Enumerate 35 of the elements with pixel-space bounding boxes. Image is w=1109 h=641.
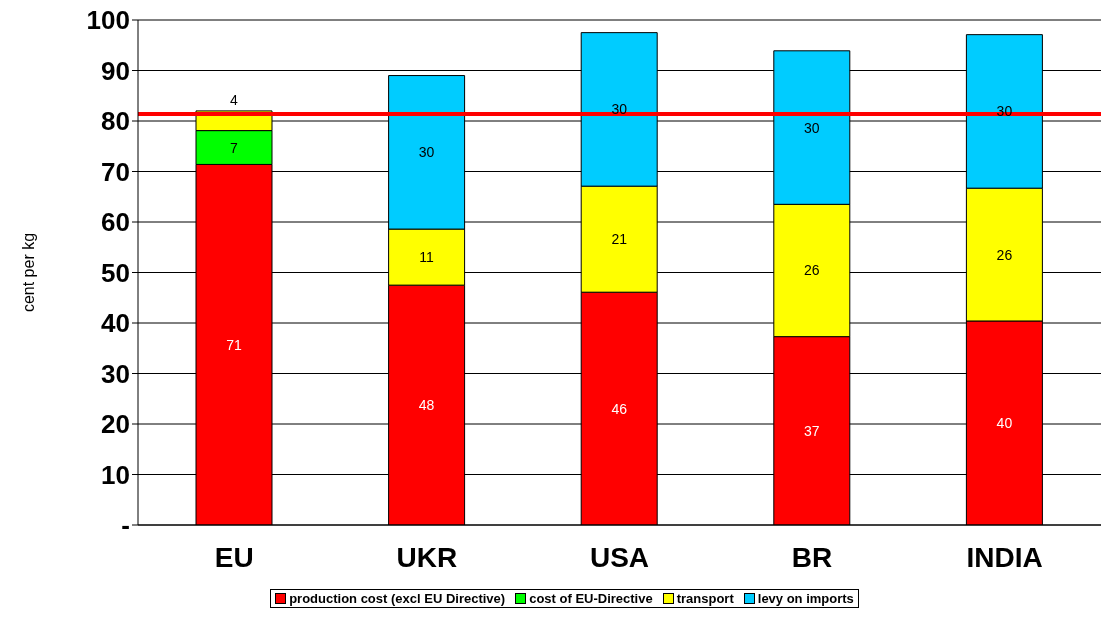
data-label: 40	[996, 414, 1013, 431]
y-tick-label: 100	[86, 5, 130, 36]
x-tick-label: UKR	[396, 541, 458, 573]
data-label: 4	[230, 91, 239, 108]
data-label: 30	[996, 103, 1013, 120]
y-tick-label: 30	[101, 358, 130, 389]
y-tick-label: 90	[101, 55, 130, 86]
y-tick-label: 20	[101, 409, 130, 440]
legend-label: cost of EU-Directive	[528, 591, 653, 606]
y-tick-label: 10	[101, 459, 130, 490]
data-label: 37	[804, 422, 820, 439]
y-tick-label: 60	[101, 207, 130, 238]
x-tick-label: INDIA	[966, 541, 1043, 573]
data-label: 30	[804, 119, 820, 136]
y-tick-label: 40	[101, 308, 130, 339]
y-tick-label: 70	[101, 156, 130, 187]
data-label: 21	[611, 231, 628, 248]
x-tick-label: BR	[791, 541, 833, 573]
y-tick-label: 50	[101, 257, 130, 288]
y-tick-label: 80	[101, 106, 130, 137]
y-axis-title: cent per kg	[19, 232, 37, 313]
legend-label: levy on imports	[756, 591, 854, 606]
data-label: 30	[418, 144, 435, 161]
x-tick-label: USA	[589, 541, 650, 573]
y-tick-label: -	[121, 510, 130, 541]
data-label: 46	[611, 400, 628, 417]
x-tick-label: EU	[214, 541, 254, 573]
legend-label: transport	[675, 591, 734, 606]
data-label: 48	[418, 397, 435, 414]
legend-label: production cost (excl EU Directive)	[288, 591, 506, 606]
data-label: 71	[226, 336, 242, 353]
data-label: 7	[230, 139, 239, 156]
data-label: 11	[419, 249, 435, 266]
data-label: 26	[804, 262, 820, 279]
data-label: 26	[996, 246, 1013, 263]
